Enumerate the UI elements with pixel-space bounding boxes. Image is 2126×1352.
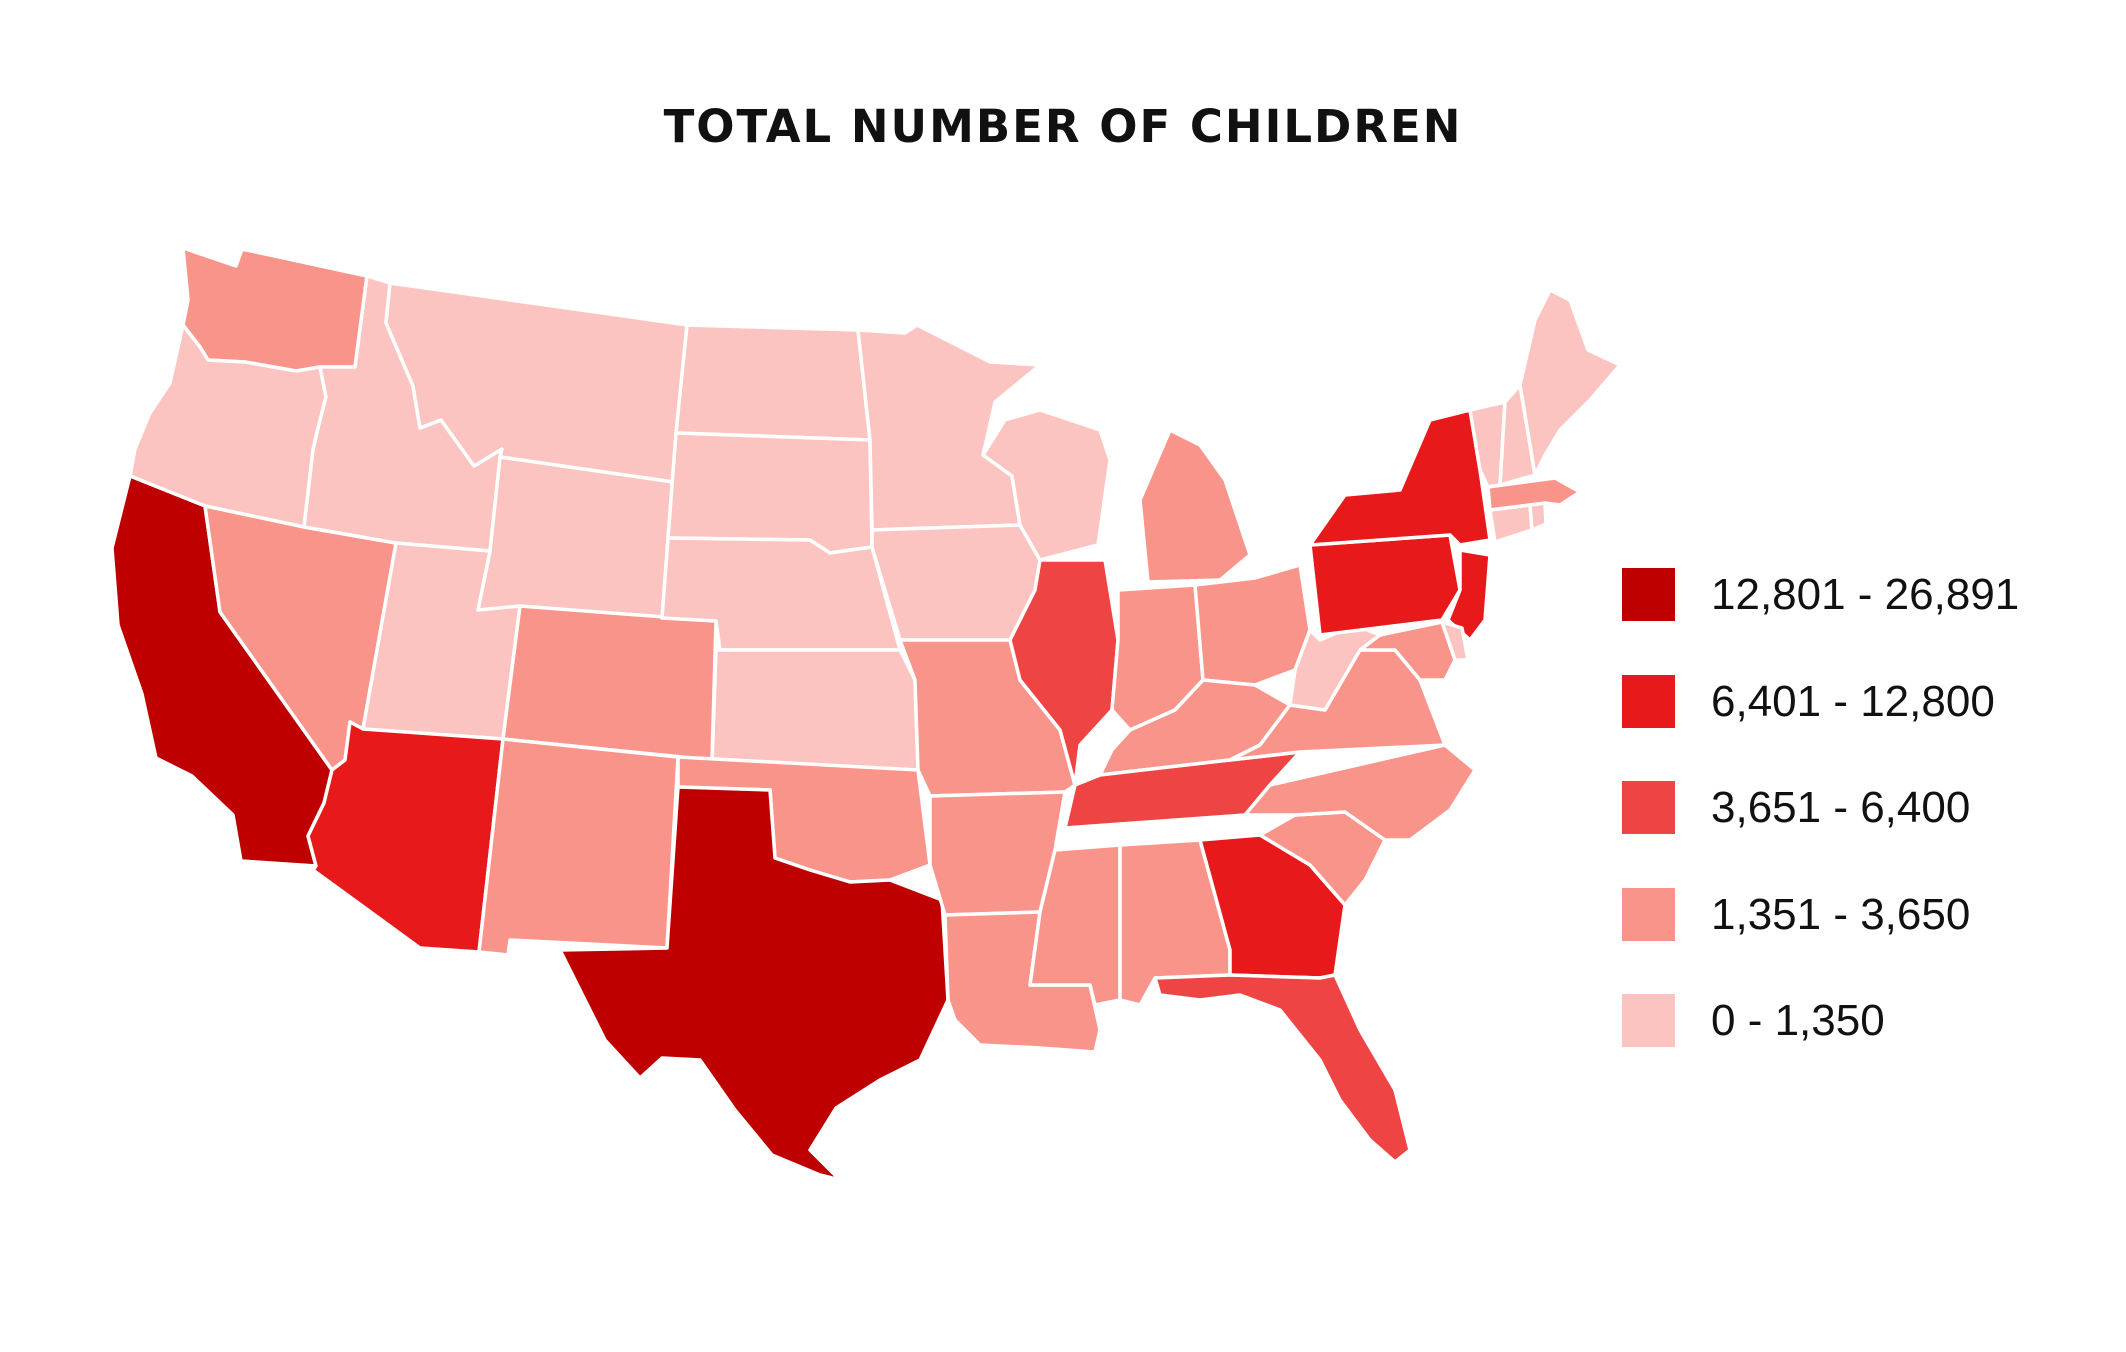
state-colorado[interactable] — [501, 604, 718, 762]
legend-label: 12,801 - 26,891 — [1711, 570, 2020, 619]
state-wyoming[interactable] — [476, 455, 675, 632]
legend-label: 1,351 - 3,650 — [1711, 890, 1971, 939]
legend-item: 3,651 - 6,400 — [1622, 781, 2062, 837]
legend-label: 0 - 1,350 — [1711, 996, 1885, 1045]
state-vermont[interactable] — [1468, 400, 1507, 489]
state-texas[interactable] — [558, 785, 950, 1182]
state-rhode-island[interactable] — [1528, 501, 1548, 532]
state-tennessee[interactable] — [1063, 750, 1302, 830]
state-new-mexico[interactable] — [477, 737, 680, 957]
state-washington[interactable] — [181, 246, 369, 373]
state-delaware[interactable] — [1440, 620, 1470, 662]
legend-swatch — [1622, 888, 1675, 941]
legend-swatch — [1622, 568, 1675, 621]
state-north-carolina[interactable] — [1243, 743, 1477, 842]
legend-swatch — [1622, 675, 1675, 728]
state-south-dakota[interactable] — [666, 431, 874, 555]
state-florida[interactable] — [1153, 973, 1412, 1164]
state-pennsylvania[interactable] — [1308, 533, 1462, 637]
state-ohio[interactable] — [1193, 563, 1312, 687]
legend-item: 1,351 - 3,650 — [1622, 888, 2062, 944]
state-minnesota[interactable] — [856, 323, 1042, 532]
legend-swatch — [1622, 994, 1675, 1047]
state-michigan[interactable] — [1138, 428, 1252, 584]
state-new-york[interactable] — [1308, 408, 1492, 547]
state-wisconsin[interactable] — [981, 408, 1112, 562]
map-title: TOTAL NUMBER OF CHILDREN — [663, 100, 1463, 153]
legend-item: 0 - 1,350 — [1622, 994, 2062, 1050]
legend-item: 12,801 - 26,891 — [1622, 568, 2062, 624]
legend-label: 6,401 - 12,800 — [1711, 677, 1995, 726]
state-maine[interactable] — [1518, 288, 1622, 477]
state-iowa[interactable] — [870, 523, 1042, 642]
legend-item: 6,401 - 12,800 — [1622, 675, 2062, 731]
legend-label: 3,651 - 6,400 — [1711, 783, 1971, 832]
state-kansas[interactable] — [710, 648, 920, 772]
state-north-dakota[interactable] — [674, 323, 872, 442]
state-new-jersey[interactable] — [1446, 548, 1492, 642]
legend-swatch — [1622, 781, 1675, 834]
state-massachusetts[interactable] — [1486, 476, 1582, 512]
